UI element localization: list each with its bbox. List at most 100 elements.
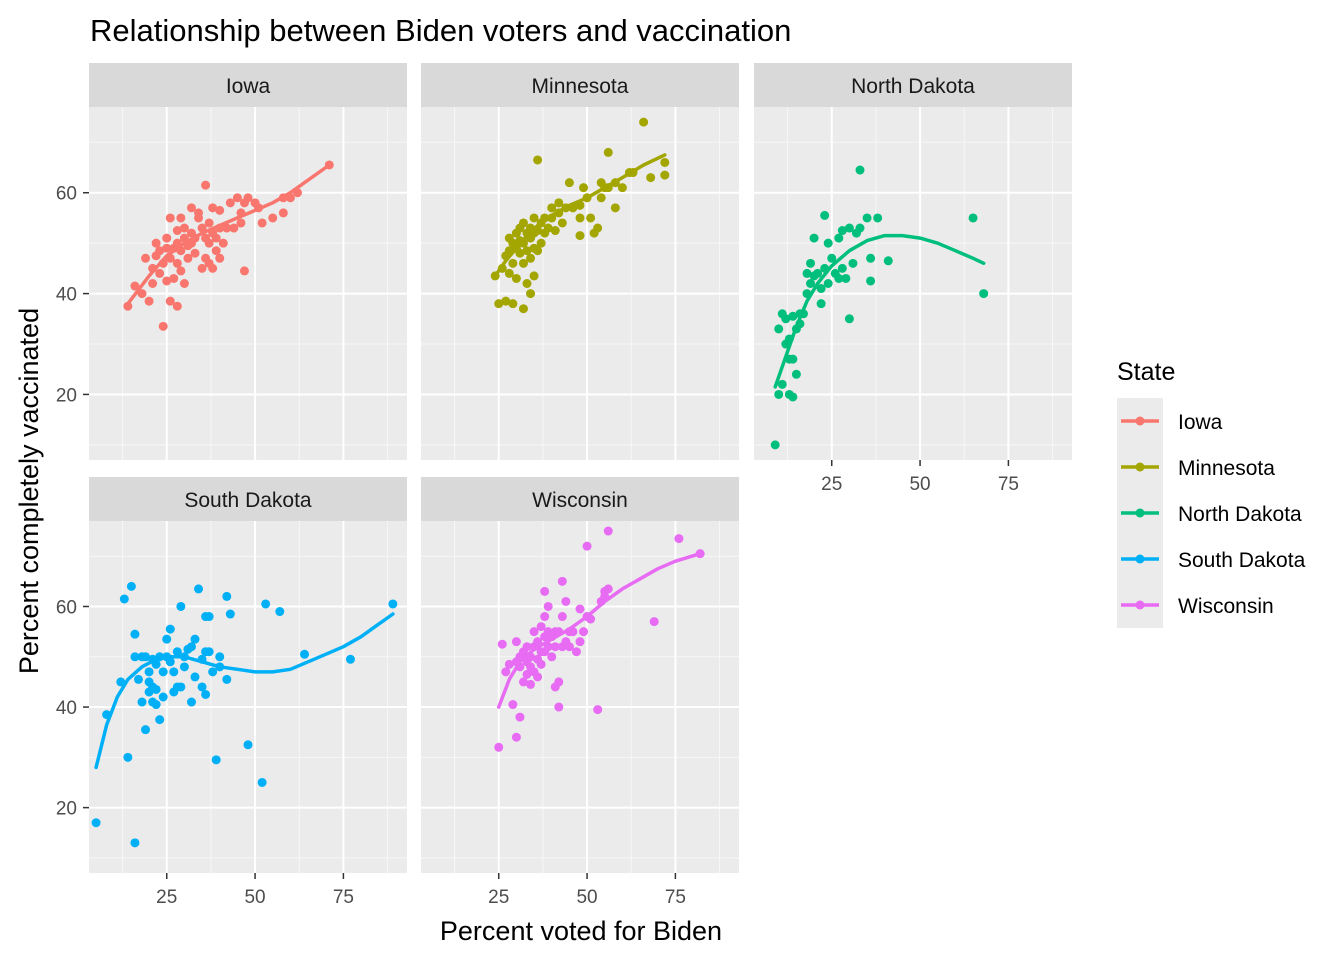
data-point — [646, 173, 656, 183]
data-point — [186, 642, 196, 652]
data-point — [550, 226, 560, 236]
data-point — [501, 667, 511, 677]
data-point — [165, 657, 175, 667]
trend-line — [496, 551, 702, 709]
x-tick-label: 75 — [333, 887, 354, 908]
data-point — [204, 218, 214, 228]
legend-label: South Dakota — [1178, 549, 1306, 572]
data-point — [791, 369, 801, 379]
x-tick-label: 50 — [576, 887, 597, 908]
data-point — [236, 218, 246, 228]
facet-label-south-dakota: South Dakota — [184, 489, 312, 512]
panel-iowa: Iowa 20 40 60 — [56, 63, 407, 460]
data-point — [788, 392, 798, 402]
data-point — [536, 659, 546, 669]
data-point — [345, 654, 355, 664]
data-point — [501, 296, 511, 306]
data-point — [550, 642, 560, 652]
data-point — [130, 838, 140, 848]
facet-strip — [421, 63, 739, 107]
data-point — [834, 233, 844, 243]
data-point — [172, 258, 182, 268]
data-point — [522, 642, 532, 652]
data-point — [126, 581, 136, 591]
data-point — [197, 263, 207, 273]
data-point — [137, 697, 147, 707]
data-point — [172, 226, 182, 236]
data-point — [176, 266, 186, 276]
data-point — [141, 253, 151, 263]
data-point — [222, 223, 232, 233]
legend-entry-south-dakota: South Dakota — [1117, 536, 1306, 582]
data-point — [586, 213, 596, 223]
data-point — [593, 705, 603, 715]
data-point — [162, 276, 172, 286]
data-point — [158, 667, 168, 677]
data-point — [155, 715, 165, 725]
data-point — [526, 253, 536, 263]
data-point — [575, 637, 585, 647]
data-point — [257, 777, 267, 787]
data-point — [194, 584, 204, 594]
data-point — [123, 301, 133, 311]
data-point — [208, 667, 218, 677]
data-point — [504, 659, 514, 669]
data-point — [557, 218, 567, 228]
data-point — [197, 682, 207, 692]
data-point — [518, 677, 528, 687]
data-point — [211, 246, 221, 256]
data-point — [603, 526, 613, 536]
data-point — [649, 617, 659, 627]
legend-point — [1135, 416, 1145, 426]
y-axis-title: Percent completely vaccinated — [14, 308, 44, 674]
data-point — [268, 213, 278, 223]
data-point — [674, 534, 684, 544]
data-point — [529, 271, 539, 281]
facet-strip — [89, 477, 407, 521]
x-tick-label: 50 — [244, 887, 265, 908]
data-point — [504, 268, 514, 278]
data-point — [564, 178, 574, 188]
data-point — [639, 117, 649, 127]
data-point — [179, 223, 189, 233]
data-point — [554, 702, 564, 712]
panel-north-dakota: North Dakota 25 50 75 — [754, 63, 1072, 495]
data-point — [208, 263, 218, 273]
data-point — [660, 170, 670, 180]
x-tick-label: 75 — [665, 887, 686, 908]
x-tick-label: 25 — [488, 887, 509, 908]
data-point — [278, 208, 288, 218]
data-point — [176, 682, 186, 692]
data-point — [162, 233, 172, 243]
data-point — [119, 594, 129, 604]
legend-entry-iowa: Iowa — [1117, 398, 1223, 444]
data-point — [533, 246, 543, 256]
data-point — [511, 732, 521, 742]
data-point — [388, 599, 398, 609]
data-point — [883, 256, 893, 266]
x-tick-label: 75 — [998, 474, 1019, 495]
data-point — [596, 193, 606, 203]
data-point — [215, 652, 225, 662]
data-point — [225, 198, 235, 208]
data-point — [823, 238, 833, 248]
data-point — [155, 268, 165, 278]
data-point — [133, 674, 143, 684]
trend-line — [493, 153, 667, 278]
legend-point — [1135, 462, 1145, 472]
y-tick-label: 40 — [56, 698, 77, 719]
data-point — [172, 647, 182, 657]
data-point — [593, 223, 603, 233]
data-point — [816, 284, 826, 294]
data-point — [547, 652, 557, 662]
legend-entry-minnesota: Minnesota — [1117, 444, 1275, 490]
data-point — [194, 208, 204, 218]
data-point — [770, 440, 780, 450]
data-point — [855, 223, 865, 233]
data-point — [130, 281, 140, 291]
data-point — [515, 712, 525, 722]
y-tick-label: 60 — [56, 597, 77, 618]
data-point — [522, 669, 532, 679]
